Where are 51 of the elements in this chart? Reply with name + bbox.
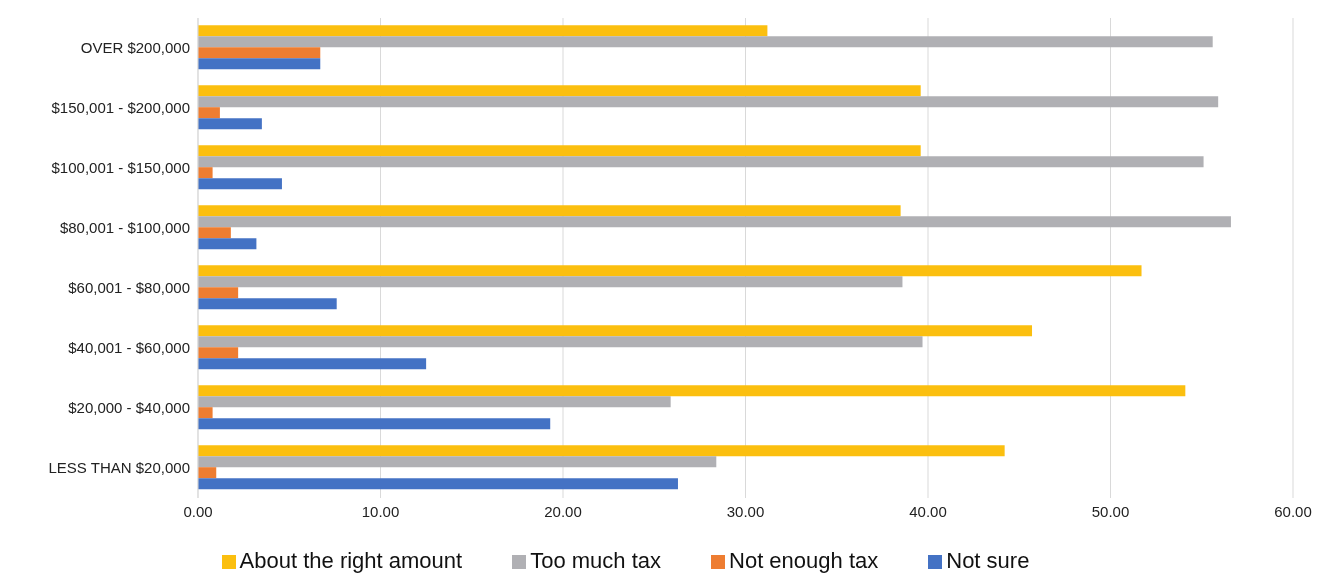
bar <box>198 287 239 299</box>
x-tick-label: 30.00 <box>726 502 765 520</box>
x-tick-label: 40.00 <box>909 502 947 520</box>
legend-label: Not sure <box>946 548 1030 573</box>
bar <box>198 216 1231 228</box>
bar <box>198 107 220 119</box>
bar <box>198 445 1005 457</box>
bar <box>198 85 921 97</box>
bar <box>198 418 551 430</box>
bar <box>198 347 239 359</box>
bar <box>198 25 768 37</box>
x-tick-label: 10.00 <box>361 502 400 520</box>
y-tick-label: $20,000 - $40,000 <box>68 399 190 417</box>
y-tick-label: $60,001 - $80,000 <box>68 279 190 297</box>
bar <box>198 478 678 490</box>
legend-label: About the right amount <box>239 548 463 573</box>
bar <box>198 156 1204 168</box>
bar <box>198 47 321 59</box>
bar <box>198 58 321 70</box>
y-tick-label: OVER $200,000 <box>80 39 190 57</box>
y-tick-label: $150,001 - $200,000 <box>51 99 190 117</box>
bar <box>198 238 257 250</box>
legend-label: Too much tax <box>530 548 662 573</box>
x-tick-label: 20.00 <box>544 502 582 520</box>
bar <box>198 467 217 479</box>
bar <box>198 178 282 190</box>
bar <box>198 118 262 130</box>
y-tick-label: LESS THAN $20,000 <box>48 459 190 477</box>
x-tick-label: 60.00 <box>1274 502 1312 520</box>
bar <box>198 205 901 217</box>
bar <box>198 336 923 348</box>
bar <box>198 456 717 468</box>
bar <box>198 276 903 288</box>
x-tick-label: 50.00 <box>1091 502 1130 520</box>
bar <box>198 407 213 419</box>
bar <box>198 358 427 370</box>
y-tick-label: $80,001 - $100,000 <box>59 219 190 237</box>
bar <box>198 298 337 310</box>
bar <box>198 385 1186 397</box>
bar <box>198 325 1033 337</box>
bar <box>198 265 1142 277</box>
bar <box>198 167 213 179</box>
bar <box>198 396 671 408</box>
legend-label: Not enough tax <box>729 548 879 573</box>
x-tick-label: 0.00 <box>183 502 213 520</box>
bar <box>198 227 231 239</box>
y-tick-label: $100,001 - $150,000 <box>51 159 190 177</box>
bar <box>198 145 921 157</box>
y-tick-label: $40,001 - $60,000 <box>68 339 190 357</box>
bar <box>198 96 1219 108</box>
bar <box>198 36 1213 48</box>
